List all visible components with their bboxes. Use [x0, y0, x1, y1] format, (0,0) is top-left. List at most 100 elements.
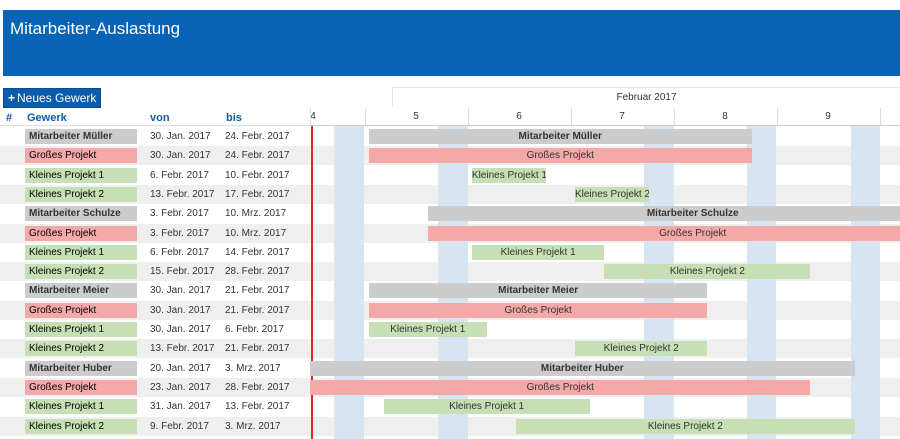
- bis-cell: 21. Febr. 2017: [225, 343, 290, 355]
- bis-cell: 28. Febr. 2017: [225, 381, 290, 393]
- von-cell: 13. Febr. 2017: [150, 343, 215, 355]
- gewerk-cell: Großes Projekt: [25, 148, 137, 164]
- gewerk-cell: Mitarbeiter Meier: [25, 283, 137, 299]
- bis-cell: 10. Mrz. 2017: [225, 208, 287, 220]
- gewerk-cell: Kleines Projekt 2: [25, 341, 137, 357]
- bis-cell: 6. Febr. 2017: [225, 324, 284, 335]
- week-label: 9: [825, 111, 831, 122]
- von-cell: 31. Jan. 2017: [150, 401, 211, 413]
- von-cell: 15. Febr. 2017: [150, 266, 215, 278]
- add-gewerk-label: Neues Gewerk: [17, 91, 97, 105]
- von-cell: 13. Febr. 2017: [150, 188, 215, 200]
- bis-cell: 13. Febr. 2017: [225, 401, 290, 413]
- col-header-von[interactable]: von: [150, 112, 170, 124]
- von-cell: 30. Jan. 2017: [150, 285, 211, 297]
- week-divider: [365, 108, 366, 126]
- gewerk-cell: Kleines Projekt 1: [25, 244, 137, 260]
- von-cell: 20. Jan. 2017: [150, 362, 211, 374]
- bis-cell: 3. Mrz. 2017: [225, 420, 281, 432]
- col-header-gewerk[interactable]: Gewerk: [27, 112, 67, 124]
- gewerk-cell: Kleines Projekt 2: [25, 264, 137, 280]
- project-bar[interactable]: Kleines Projekt 2: [516, 418, 855, 434]
- weekend-column: [851, 126, 880, 439]
- von-cell: 6. Febr. 2017: [150, 169, 209, 181]
- von-cell: 9. Febr. 2017: [150, 420, 209, 432]
- gewerk-cell: Mitarbeiter Schulze: [25, 206, 137, 222]
- gewerk-cell: Großes Projekt: [25, 302, 137, 318]
- table-row[interactable]: Kleines Projekt 1 30. Jan. 2017 6. Febr. 2…: [0, 320, 900, 339]
- project-bar[interactable]: Kleines Projekt 1: [383, 399, 590, 415]
- project-bar[interactable]: Großes Projekt: [310, 379, 811, 395]
- project-bar[interactable]: Kleines Projekt 1: [471, 244, 605, 260]
- employee-bar[interactable]: Mitarbeiter Müller: [368, 129, 752, 144]
- table-row[interactable]: Mitarbeiter Meier 30. Jan. 2017 21. Febr. …: [0, 281, 900, 300]
- gewerk-cell: Mitarbeiter Müller: [25, 129, 137, 144]
- von-cell: 30. Jan. 2017: [150, 131, 211, 142]
- bis-cell: 28. Febr. 2017: [225, 266, 290, 278]
- von-cell: 3. Febr. 2017: [150, 208, 209, 220]
- table-row[interactable]: Mitarbeiter Huber 20. Jan. 2017 3. Mrz. 20…: [0, 359, 900, 378]
- von-cell: 30. Jan. 2017: [150, 324, 211, 335]
- von-cell: 6. Febr. 2017: [150, 246, 209, 258]
- bis-cell: 3. Mrz. 2017: [225, 362, 281, 374]
- employee-bar[interactable]: Mitarbeiter Schulze: [427, 206, 900, 222]
- von-cell: 3. Febr. 2017: [150, 227, 209, 239]
- add-gewerk-button[interactable]: + Neues Gewerk: [3, 88, 102, 108]
- bis-cell: 21. Febr. 2017: [225, 285, 290, 297]
- gewerk-cell: Mitarbeiter Huber: [25, 360, 137, 376]
- timeline-divider: [310, 125, 900, 126]
- table-row[interactable]: Kleines Projekt 1 6. Febr. 2017 10. Febr. …: [0, 166, 900, 185]
- col-header-bis[interactable]: bis: [226, 112, 242, 124]
- gewerk-cell: Kleines Projekt 1: [25, 167, 137, 183]
- table-row[interactable]: Mitarbeiter Schulze 3. Febr. 2017 10. Mrz.…: [0, 204, 900, 223]
- project-bar[interactable]: Kleines Projekt 2: [574, 186, 649, 202]
- col-header-num: #: [6, 112, 13, 124]
- week-divider: [571, 108, 572, 126]
- project-bar[interactable]: Kleines Projekt 2: [604, 264, 811, 280]
- von-cell: 30. Jan. 2017: [150, 304, 211, 316]
- table-row[interactable]: Mitarbeiter Müller 30. Jan. 2017 24. Febr.…: [0, 127, 900, 146]
- table-row[interactable]: Kleines Projekt 1 6. Febr. 2017 14. Febr. …: [0, 243, 900, 262]
- project-bar[interactable]: Großes Projekt: [368, 302, 708, 318]
- bis-cell: 21. Febr. 2017: [225, 304, 290, 316]
- von-cell: 23. Jan. 2017: [150, 381, 211, 393]
- week-label: 8: [722, 111, 728, 122]
- gewerk-cell: Kleines Projekt 1: [25, 322, 137, 337]
- today-marker: [311, 126, 313, 439]
- bis-cell: 14. Febr. 2017: [225, 246, 290, 258]
- project-bar[interactable]: Kleines Projekt 1: [471, 167, 546, 183]
- week-label: 4: [310, 111, 316, 122]
- bis-cell: 10. Febr. 2017: [225, 169, 290, 181]
- gewerk-cell: Kleines Projekt 2: [25, 186, 137, 202]
- project-bar[interactable]: Kleines Projekt 2: [574, 341, 708, 357]
- table-row[interactable]: Kleines Projekt 1 31. Jan. 2017 13. Febr. …: [0, 397, 900, 416]
- week-label: 6: [516, 111, 522, 122]
- employee-bar[interactable]: Mitarbeiter Meier: [368, 283, 708, 299]
- page-title: Mitarbeiter-Auslastung: [10, 19, 181, 38]
- project-bar[interactable]: Kleines Projekt 1: [368, 322, 487, 337]
- app-header: Mitarbeiter-Auslastung: [3, 10, 900, 76]
- week-label: 7: [619, 111, 625, 122]
- gewerk-cell: Großes Projekt: [25, 379, 137, 395]
- gewerk-cell: Großes Projekt: [25, 225, 137, 241]
- von-cell: 30. Jan. 2017: [150, 150, 211, 162]
- bis-cell: 17. Febr. 2017: [225, 188, 290, 200]
- gewerk-cell: Kleines Projekt 1: [25, 399, 137, 415]
- project-bar[interactable]: Großes Projekt: [368, 148, 752, 164]
- gantt-chart: Februar 2017 4 5 6 7 8 9 Mitarbeiter Müller Gr…: [310, 87, 900, 439]
- week-label: 5: [413, 111, 419, 122]
- bis-cell: 24. Febr. 2017: [225, 131, 290, 142]
- employee-bar[interactable]: Mitarbeiter Huber: [310, 360, 855, 376]
- project-bar[interactable]: Großes Projekt: [427, 225, 900, 241]
- week-divider: [880, 108, 881, 126]
- bis-cell: 10. Mrz. 2017: [225, 227, 287, 239]
- week-divider: [310, 108, 311, 126]
- month-label: Februar 2017: [392, 87, 900, 107]
- week-divider: [468, 108, 469, 126]
- bis-cell: 24. Febr. 2017: [225, 150, 290, 162]
- table-header-divider: [0, 125, 310, 126]
- plus-icon: +: [8, 91, 16, 105]
- week-divider: [674, 108, 675, 126]
- gewerk-cell: Kleines Projekt 2: [25, 418, 137, 434]
- week-divider: [777, 108, 778, 126]
